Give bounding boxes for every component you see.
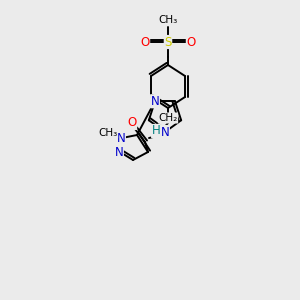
Text: N: N <box>160 125 169 139</box>
Text: CH₂: CH₂ <box>158 113 178 123</box>
Text: N: N <box>117 131 125 145</box>
Text: N: N <box>151 95 159 108</box>
Text: O: O <box>186 35 196 49</box>
Text: N: N <box>115 146 123 158</box>
Text: CH₃: CH₃ <box>158 15 178 25</box>
Text: H: H <box>152 124 160 137</box>
Text: O: O <box>128 116 136 130</box>
Text: O: O <box>140 35 150 49</box>
Text: CH₃: CH₃ <box>98 128 118 138</box>
Text: S: S <box>164 35 172 49</box>
